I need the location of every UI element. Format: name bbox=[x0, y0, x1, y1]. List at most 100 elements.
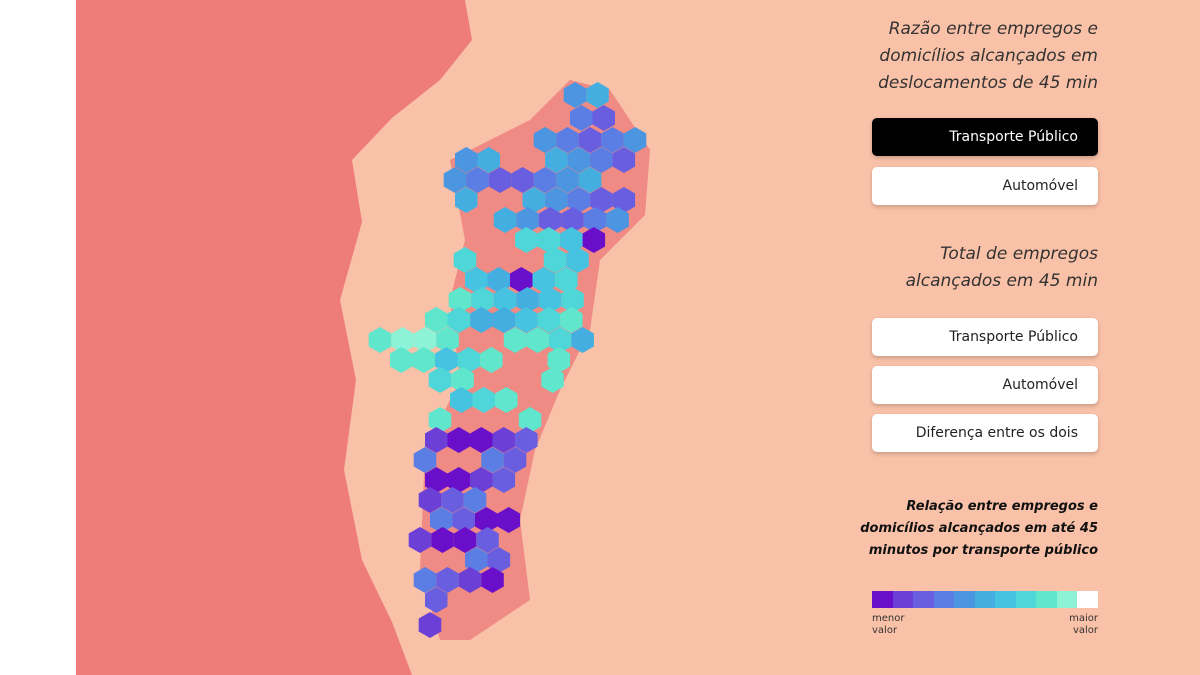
hex-cell bbox=[526, 327, 549, 353]
mode-button[interactable]: Transporte Público bbox=[872, 318, 1098, 356]
hex-cell bbox=[567, 147, 591, 173]
mode-button[interactable]: Automóvel bbox=[872, 366, 1098, 404]
hex-cell bbox=[503, 447, 527, 473]
legend-swatch bbox=[1077, 591, 1099, 608]
mode-button[interactable]: Diferença entre os dois bbox=[872, 414, 1098, 452]
legend-swatch bbox=[954, 591, 975, 608]
hex-cell bbox=[448, 287, 472, 313]
hex-cell bbox=[466, 167, 489, 193]
hex-cell bbox=[436, 327, 459, 353]
hex-cell bbox=[590, 187, 613, 213]
legend-swatch bbox=[1056, 591, 1078, 608]
legend-swatch bbox=[913, 591, 934, 608]
hex-cell bbox=[477, 147, 500, 173]
hex-cell bbox=[515, 427, 538, 453]
hex-cell bbox=[458, 567, 482, 593]
hex-cell bbox=[586, 82, 609, 108]
legend-swatch bbox=[974, 591, 996, 608]
hex-cell bbox=[493, 207, 517, 233]
hex-cell bbox=[425, 427, 448, 453]
hex-cell bbox=[470, 307, 493, 333]
section-title: Total de empregos alcançados em 45 min bbox=[905, 244, 1098, 291]
hex-cell bbox=[555, 267, 578, 293]
hex-cell bbox=[413, 447, 437, 473]
hex-cell bbox=[547, 347, 571, 373]
hex-cell bbox=[532, 267, 556, 293]
hex-cell bbox=[560, 307, 583, 333]
hex-cell bbox=[453, 527, 477, 553]
hex-cell bbox=[533, 127, 557, 153]
legend-swatch bbox=[872, 591, 893, 608]
hex-cell bbox=[537, 227, 561, 253]
hex-cell bbox=[503, 327, 527, 353]
hex-cell bbox=[428, 407, 452, 433]
hex-cell bbox=[455, 187, 478, 213]
hex-cell bbox=[511, 167, 534, 193]
hex-cell bbox=[561, 207, 584, 233]
hex-cell bbox=[493, 287, 517, 313]
hex-cell bbox=[418, 487, 442, 513]
hex-cell bbox=[538, 207, 562, 233]
legend-high: maior valor bbox=[1069, 613, 1098, 636]
hex-cell bbox=[543, 247, 567, 273]
hex-cell bbox=[545, 187, 568, 213]
hex-cell bbox=[515, 307, 538, 333]
hex-cell bbox=[447, 467, 470, 493]
mode-button[interactable]: Transporte Público bbox=[872, 118, 1098, 156]
hex-cell bbox=[471, 287, 494, 313]
hex-cell bbox=[453, 247, 477, 273]
hex-cell bbox=[480, 347, 503, 373]
legend-swatch bbox=[1015, 591, 1037, 608]
legend-title: Relação entre empregos e domicílios alca… bbox=[860, 499, 1098, 558]
hex-cell bbox=[481, 567, 504, 593]
legend-swatch bbox=[933, 591, 955, 608]
hex-cell bbox=[510, 267, 533, 293]
hex-cell bbox=[538, 287, 562, 313]
legend-scale bbox=[872, 591, 1099, 608]
hex-cell bbox=[561, 287, 584, 313]
hex-cell bbox=[487, 547, 511, 573]
hex-cell bbox=[412, 347, 435, 373]
hex-cell bbox=[545, 147, 568, 173]
hex-cell bbox=[571, 327, 594, 353]
hex-cell bbox=[612, 187, 636, 213]
mainland bbox=[76, 0, 472, 675]
hex-cell bbox=[408, 527, 432, 553]
hex-cell bbox=[548, 327, 572, 353]
hex-cell bbox=[495, 387, 518, 413]
hex-cell bbox=[567, 187, 591, 213]
hex-cell bbox=[451, 367, 474, 393]
hex-cell bbox=[418, 612, 442, 638]
hex-cell bbox=[601, 127, 624, 153]
hex-cell bbox=[566, 247, 589, 273]
mode-button[interactable]: Automóvel bbox=[872, 167, 1098, 205]
hex-cell bbox=[447, 307, 471, 333]
hex-cell bbox=[472, 387, 495, 413]
hex-cell bbox=[470, 467, 493, 493]
hex-cell bbox=[457, 347, 481, 373]
hex-cell bbox=[492, 467, 516, 493]
hex-cell bbox=[578, 127, 602, 153]
hex-cell bbox=[465, 547, 488, 573]
hex-cell bbox=[435, 347, 458, 373]
hex-cell bbox=[515, 227, 538, 253]
hex-cell bbox=[465, 267, 488, 293]
hex-cell bbox=[488, 167, 512, 193]
hex-cell bbox=[470, 427, 493, 453]
hex-cell bbox=[583, 207, 607, 233]
hex-cell bbox=[556, 167, 579, 193]
hex-cell bbox=[413, 567, 437, 593]
hex-cell bbox=[447, 427, 470, 453]
hex-cell bbox=[537, 307, 561, 333]
hex-cell bbox=[443, 167, 467, 193]
hex-cell bbox=[582, 227, 606, 253]
hex-cell bbox=[487, 267, 510, 293]
hex-cell bbox=[390, 347, 413, 373]
hex-cell bbox=[425, 467, 448, 493]
hex-cell bbox=[436, 567, 459, 593]
hex-cell bbox=[492, 307, 516, 333]
hex-cell bbox=[425, 307, 448, 333]
hex-cell bbox=[570, 105, 593, 131]
hex-cell bbox=[533, 167, 557, 193]
